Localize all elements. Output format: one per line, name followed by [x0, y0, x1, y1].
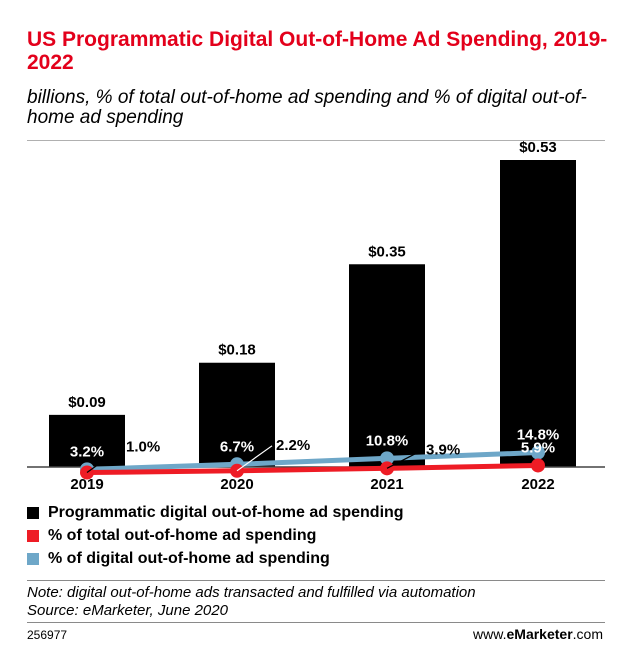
total-ooh-leader — [386, 449, 423, 469]
x-tick-label: 2021 — [370, 476, 403, 493]
digital-ooh-point — [531, 445, 545, 460]
bar-2021 — [349, 264, 425, 467]
bar-value-label: $0.53 — [519, 139, 557, 156]
source-text: Source: eMarketer, June 2020 — [27, 602, 228, 619]
legend-label-total-ooh: % of total out-of-home ad spending — [48, 526, 317, 544]
x-tick-label: 2019 — [70, 476, 103, 493]
legend-swatch-blue — [27, 552, 39, 565]
digital-ooh-line — [84, 450, 541, 472]
note-text: Note: digital out-of-home ads transacted… — [27, 584, 476, 601]
digital-ooh-label: 3.2% — [70, 443, 104, 460]
note-divider — [27, 580, 605, 581]
combo-chart: $0.09 $0.18 $0.35 $0.53 2019 2020 2021 2022 3.2%… — [27, 139, 605, 493]
digital-ooh-label: 10.8% — [366, 432, 409, 449]
bar-2022 — [500, 160, 576, 467]
bar-2019 — [49, 414, 125, 467]
digital-ooh-label: 6.7% — [220, 438, 254, 455]
legend-item-programmatic: Programmatic digital out-of-home ad spen… — [27, 501, 404, 524]
bar-value-label: $0.09 — [68, 394, 106, 411]
total-ooh-label: 1.0% — [126, 439, 160, 456]
brand-prefix: www. — [473, 626, 507, 642]
total-ooh-line — [84, 462, 541, 476]
legend-item-digital-ooh: % of digital out-of-home ad spending — [27, 547, 404, 570]
brand-suffix: .com — [572, 626, 603, 642]
bar-value-label: $0.35 — [368, 243, 406, 260]
chart-notes: Note: digital out-of-home ads transacted… — [27, 584, 476, 620]
top-divider — [27, 140, 605, 141]
total-ooh-point — [531, 458, 545, 473]
digital-ooh-label: 14.8% — [517, 427, 560, 444]
total-ooh-leader — [236, 445, 273, 472]
legend: Programmatic digital out-of-home ad spen… — [27, 501, 404, 570]
chart-title: US Programmatic Digital Out-of-Home Ad S… — [27, 28, 608, 74]
total-ooh-label: 5.9% — [521, 439, 555, 456]
total-ooh-label: 2.2% — [276, 437, 310, 454]
legend-item-total-ooh: % of total out-of-home ad spending — [27, 524, 404, 547]
total-ooh-label: 3.9% — [426, 441, 460, 458]
x-tick-label: 2022 — [521, 476, 554, 493]
total-ooh-leader — [86, 447, 123, 474]
x-tick-label: 2020 — [220, 476, 253, 493]
legend-swatch-red — [27, 529, 39, 542]
brand-url[interactable]: www.eMarketer.com — [473, 626, 603, 642]
legend-label-digital-ooh: % of digital out-of-home ad spending — [48, 549, 330, 567]
chart-id: 256977 — [27, 628, 68, 642]
legend-label-programmatic: Programmatic digital out-of-home ad spen… — [48, 503, 404, 521]
digital-ooh-point — [380, 451, 394, 466]
chart-subtitle: billions, % of total out-of-home ad spen… — [27, 87, 587, 128]
brand-name: eMarketer — [506, 626, 573, 642]
bar-2020 — [199, 362, 275, 467]
bar-value-label: $0.18 — [218, 342, 256, 359]
legend-swatch-black — [27, 506, 39, 519]
footer-divider — [27, 622, 605, 623]
